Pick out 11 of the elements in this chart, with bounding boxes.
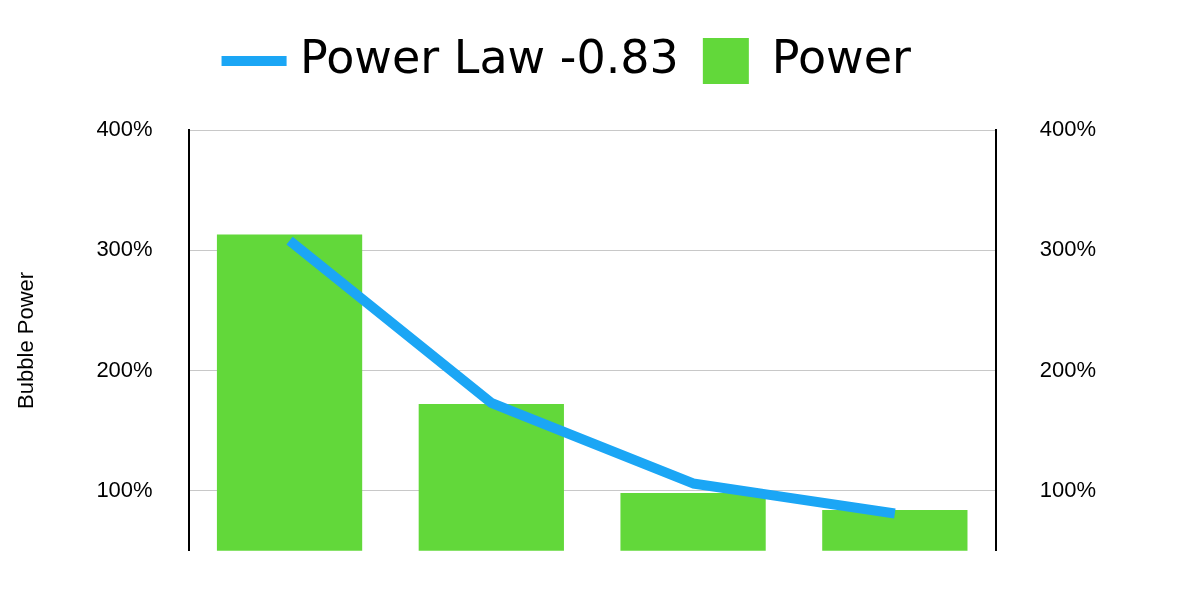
y-tick-label: 400% bbox=[96, 116, 153, 142]
y2-tick-label: 200% bbox=[1039, 356, 1097, 382]
y-axis-title: Bubble Power bbox=[13, 271, 39, 409]
y-tick-label: 300% bbox=[96, 236, 153, 262]
y2-tick-label: 300% bbox=[1039, 236, 1097, 262]
legend-label: Power Law -0.83 bbox=[300, 29, 679, 84]
y2-tick-label: 100% bbox=[1039, 476, 1097, 502]
y-tick-label: 100% bbox=[96, 476, 153, 502]
y-tick-label: 200% bbox=[96, 356, 153, 382]
legend-label: Power bbox=[771, 29, 912, 84]
y2-tick-label: 400% bbox=[1039, 116, 1097, 142]
